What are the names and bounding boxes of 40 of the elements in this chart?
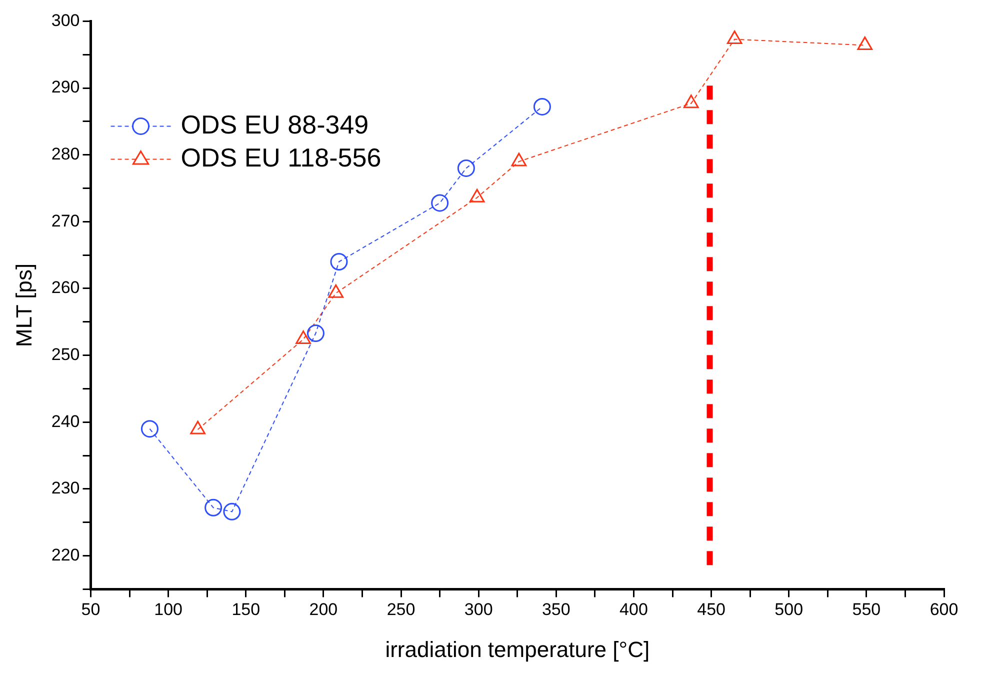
x-tick-label: 100 xyxy=(154,600,183,620)
y-tick-label: 230 xyxy=(51,478,80,498)
x-tick-label: 500 xyxy=(774,600,804,620)
x-tick-label: 250 xyxy=(386,600,416,620)
point xyxy=(204,498,222,516)
point xyxy=(533,98,551,116)
point xyxy=(328,284,344,298)
y-tick-label: 260 xyxy=(51,278,80,298)
x-tick-label: 50 xyxy=(81,600,100,620)
point xyxy=(306,324,324,342)
y-tick-label: 240 xyxy=(51,412,80,431)
y-tick-label: 290 xyxy=(51,78,80,97)
y-tick-label: 250 xyxy=(51,345,80,364)
x-tick-label: 450 xyxy=(697,600,726,620)
x-axis-title: irradiation temperature [°C] xyxy=(385,636,650,662)
x-tick-label: 200 xyxy=(309,600,338,620)
point xyxy=(683,94,699,108)
point xyxy=(330,253,348,271)
point xyxy=(726,30,742,44)
point xyxy=(457,159,475,177)
point xyxy=(857,36,873,50)
x-tick-label: 550 xyxy=(852,600,881,620)
x-tick-label: 150 xyxy=(232,600,260,620)
x-tick-label: 600 xyxy=(930,600,958,620)
point xyxy=(296,330,311,344)
x-tick-label: 350 xyxy=(542,600,570,620)
point xyxy=(469,188,485,202)
y-tick-label: 270 xyxy=(51,211,80,230)
legend-label: ODS EU 118-556 xyxy=(180,142,382,172)
point xyxy=(431,194,449,212)
y-tick-label: 220 xyxy=(51,545,80,564)
point xyxy=(511,152,527,166)
point xyxy=(140,420,158,438)
x-tick-label: 400 xyxy=(620,600,648,620)
y-tick-label: 280 xyxy=(51,144,80,164)
legend-label: ODS EU 88-349 xyxy=(180,109,369,140)
y-axis-title: MLT [ps] xyxy=(11,263,36,347)
x-tick-label: 300 xyxy=(464,600,493,620)
point xyxy=(223,502,241,520)
y-tick-label: 300 xyxy=(51,10,80,30)
